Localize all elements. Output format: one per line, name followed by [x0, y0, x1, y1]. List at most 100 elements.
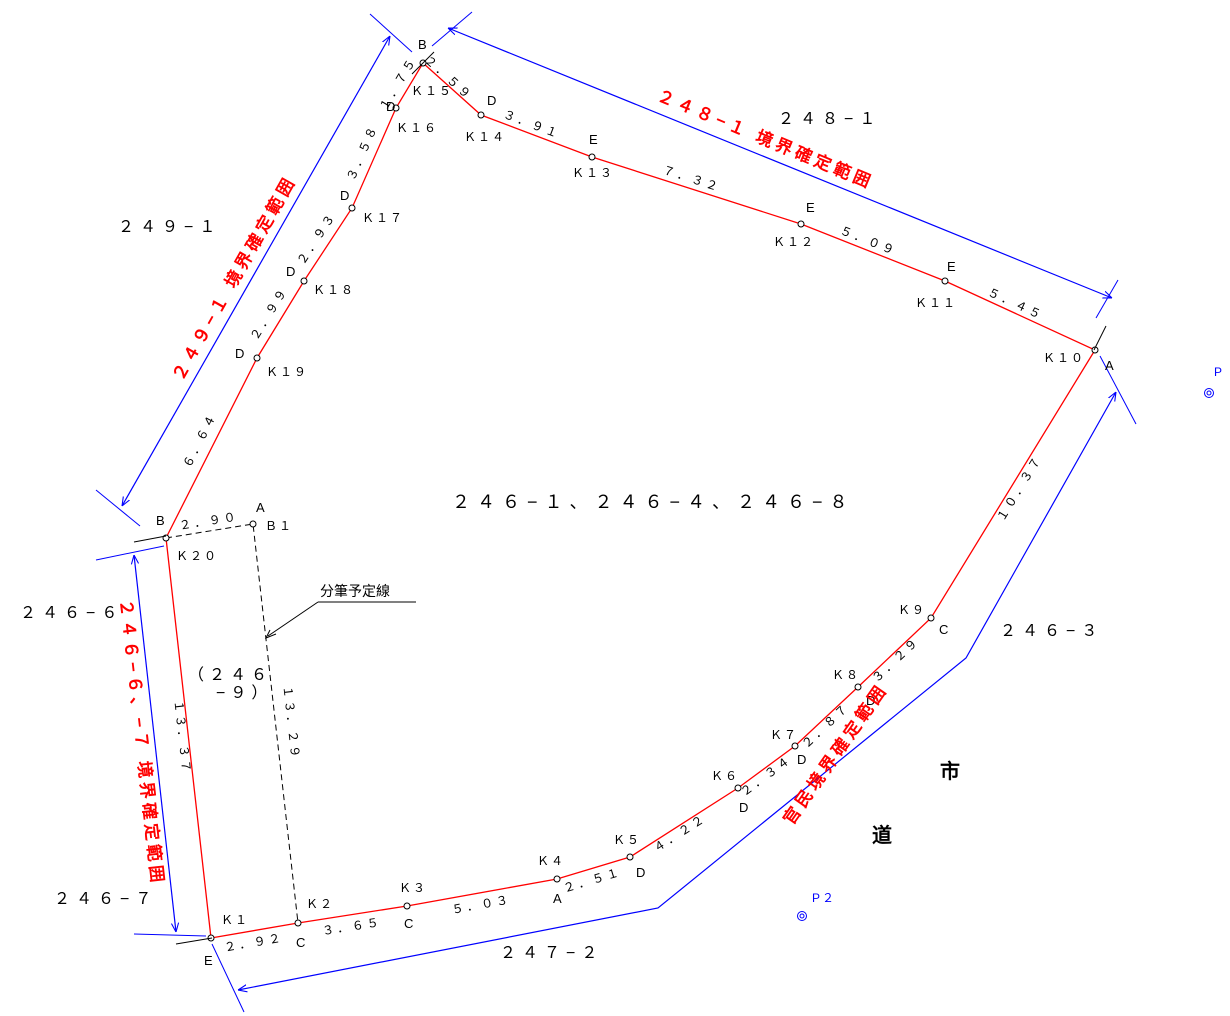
point-name-label: Ｋ９	[898, 603, 926, 617]
sub-parcel-label-line2: −９）	[216, 684, 272, 702]
corner-tick	[1094, 326, 1106, 350]
survey-point-k5	[627, 854, 633, 860]
sub-parcel-label-line1: （２４６	[188, 666, 272, 684]
point-marker-label: A	[553, 891, 562, 906]
point-marker-label: D	[739, 800, 748, 815]
neighbor-249-1: ２４９−１	[118, 219, 221, 236]
survey-point-k4	[554, 876, 560, 882]
point-name-label: Ｋ２	[306, 897, 334, 911]
point-name-label: Ｋ１	[221, 913, 249, 927]
corner-tick	[176, 938, 212, 944]
survey-point-k17	[349, 205, 355, 211]
point-marker-label: D	[286, 264, 295, 279]
survey-point-k11	[942, 278, 948, 284]
survey-point-k19	[254, 355, 260, 361]
road-label-shi: 市	[940, 759, 960, 783]
control-point-p2-label: P２	[812, 891, 836, 905]
distance-label: １０．３７	[994, 452, 1045, 523]
range-arrow-248-1	[448, 28, 1112, 298]
survey-point-k12	[798, 221, 804, 227]
survey-point-k8	[855, 684, 861, 690]
point-marker-label: C	[939, 622, 948, 637]
survey-point-k18	[301, 278, 307, 284]
point-name-label: Ｋ７	[770, 728, 798, 742]
distance-label: ３．２９	[869, 634, 922, 685]
point-name-label: Ｋ３	[399, 881, 427, 895]
main-parcel-label: ２４６−１、２４６−４、２４６−８	[452, 492, 855, 512]
control-point-outer	[1205, 389, 1214, 398]
distance-label: ７．３２	[661, 163, 722, 195]
road-label-michi: 道	[872, 823, 892, 847]
split-line-label: 分筆予定線	[320, 583, 390, 599]
point-name-label: Ｋ１６	[396, 121, 438, 135]
boundary-label-246-6-7: ２４６−６、−７ 境界確定範囲	[116, 598, 168, 887]
point-marker-label: D	[797, 752, 806, 767]
point-marker-label: D	[235, 346, 244, 361]
distance-label: ２．５１	[562, 865, 624, 896]
point-marker-label: E	[204, 953, 213, 968]
survey-point-b1	[250, 521, 256, 527]
range-tick	[432, 12, 472, 46]
point-name-label: Ｋ５	[613, 833, 641, 847]
point-name-label: Ｋ１０	[1043, 351, 1085, 365]
point-name-label: Ｋ１５	[411, 84, 453, 98]
confirmation-ranges	[96, 12, 1136, 1012]
point-marker-label: B	[418, 37, 427, 52]
control-point-p2: P２	[798, 891, 837, 921]
survey-point-k9	[928, 615, 934, 621]
point-marker-label: D	[487, 93, 496, 108]
distance-label: １３．２９	[280, 685, 302, 761]
point-name-label: Ｋ１３	[572, 166, 614, 180]
survey-point-k13	[589, 154, 595, 160]
distance-label: ５．０９	[838, 223, 899, 258]
point-name-label: Ｂ１	[265, 519, 293, 533]
control-point-inner	[800, 914, 804, 918]
range-tick	[370, 14, 412, 52]
control-point-p1: P	[1205, 365, 1225, 398]
point-name-label: Ｋ１４	[464, 130, 506, 144]
control-point-inner	[1207, 391, 1211, 395]
distance-label: ６．６４	[180, 410, 220, 470]
range-arrow-official	[238, 392, 1116, 990]
point-marker-label: C	[296, 935, 305, 950]
distance-label: ２．３４	[738, 752, 795, 799]
range-tick	[212, 944, 244, 1012]
range-arrow-249-1	[122, 36, 390, 506]
callout-leader	[268, 602, 318, 636]
range-tick	[134, 934, 206, 936]
neighbor-248-1: ２４８−１	[778, 111, 881, 128]
control-point-p1-label: P	[1214, 365, 1224, 379]
point-marker-label: E	[947, 259, 956, 274]
survey-point-k7	[792, 743, 798, 749]
point-name-label: Ｋ８	[832, 668, 860, 682]
point-marker-label: D	[340, 188, 349, 203]
split-line-callout: 分筆予定線	[266, 583, 416, 638]
distance-label: ３．５８	[344, 122, 381, 183]
point-marker-label: C	[404, 916, 413, 931]
point-name-label: Ｋ６	[711, 769, 739, 783]
control-point-outer	[798, 912, 807, 921]
corner-tick	[134, 536, 166, 542]
point-name-label: Ｋ２０	[176, 549, 218, 563]
point-marker-label: E	[589, 132, 598, 147]
point-marker-label: A	[256, 500, 265, 515]
point-name-label: Ｋ１９	[266, 365, 308, 379]
point-marker-label: A	[1105, 358, 1114, 373]
neighbor-246-3: ２４６−３	[1000, 623, 1103, 640]
point-marker-label: D	[636, 865, 645, 880]
distance-label: ４．２２	[651, 811, 709, 855]
point-name-label: Ｋ１７	[362, 211, 404, 225]
point-name-label: Ｋ１１	[915, 296, 957, 310]
range-tick	[96, 490, 140, 526]
point-name-label: Ｋ１２	[773, 235, 815, 249]
neighbor-247-2: ２４７−２	[500, 945, 603, 962]
boundary-label-official: 官民境界確定範囲	[779, 679, 892, 828]
neighbor-246-7: ２４６−７	[54, 891, 157, 908]
survey-point-k3	[404, 903, 410, 909]
range-tick	[96, 546, 164, 560]
survey-point-k14	[478, 112, 484, 118]
distance-label: １３．３７	[171, 699, 193, 775]
survey-point-k2	[295, 920, 301, 926]
point-marker-label: B	[156, 513, 165, 528]
